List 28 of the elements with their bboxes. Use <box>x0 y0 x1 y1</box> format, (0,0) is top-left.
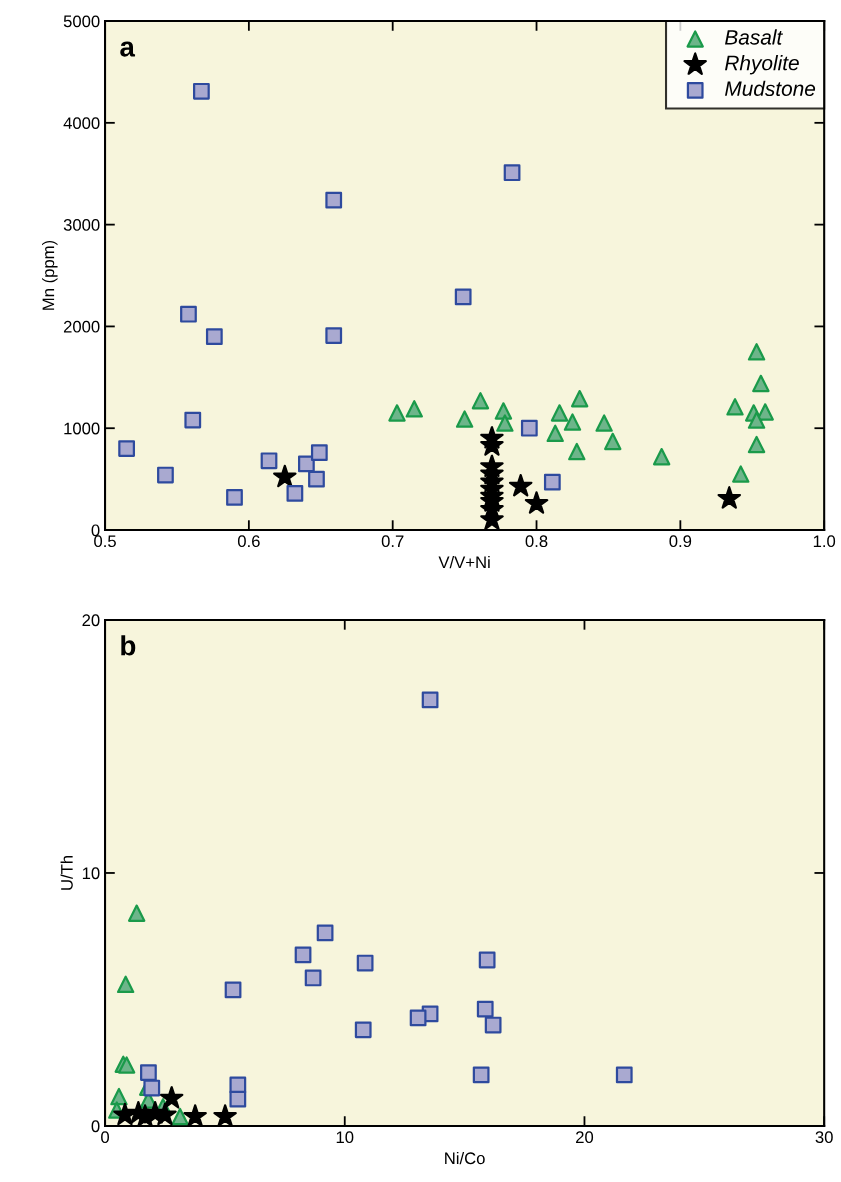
x-tick-label: 1.0 <box>813 535 836 548</box>
legend-label: Rhyolite <box>725 55 799 75</box>
legend-label: Mudstone <box>725 80 816 97</box>
x-tick-label: 0.6 <box>237 535 260 548</box>
x-tick-label: 0.9 <box>669 535 692 548</box>
y-tick-label: 5000 <box>63 15 100 28</box>
x-tick-label: 0 <box>101 1131 110 1144</box>
y-tick-label: 3000 <box>63 219 100 231</box>
y-axis-title: U/Th <box>60 855 73 890</box>
y-tick-label: 2000 <box>63 320 100 333</box>
y-tick-label: 20 <box>82 614 100 627</box>
x-axis-title: V/V+Ni <box>438 555 490 569</box>
x-tick-label: 10 <box>336 1131 354 1144</box>
x-tick-label: 0.8 <box>525 535 548 548</box>
y-tick-label: 0 <box>91 524 100 537</box>
x-axis-title: Ni/Co <box>445 1151 485 1165</box>
x-tick-label: 0.5 <box>94 535 116 548</box>
y-tick-label: 10 <box>82 867 100 880</box>
y-axis-title: Mn (ppm) <box>42 240 58 310</box>
x-tick-label: 20 <box>576 1131 594 1144</box>
annotation: b <box>121 635 136 656</box>
x-tick-label: 0.7 <box>381 535 404 548</box>
annotation: a <box>120 41 136 57</box>
x-tick-label: 30 <box>815 1131 833 1144</box>
y-tick-label: 4000 <box>63 117 100 130</box>
legend-label: Basalt <box>725 29 783 45</box>
y-tick-label: 1000 <box>64 422 100 435</box>
y-tick-label: 0 <box>91 1120 100 1133</box>
